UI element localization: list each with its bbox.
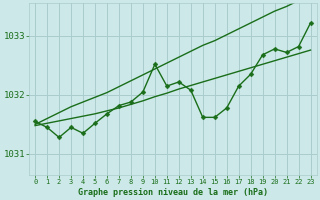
- X-axis label: Graphe pression niveau de la mer (hPa): Graphe pression niveau de la mer (hPa): [78, 188, 268, 197]
